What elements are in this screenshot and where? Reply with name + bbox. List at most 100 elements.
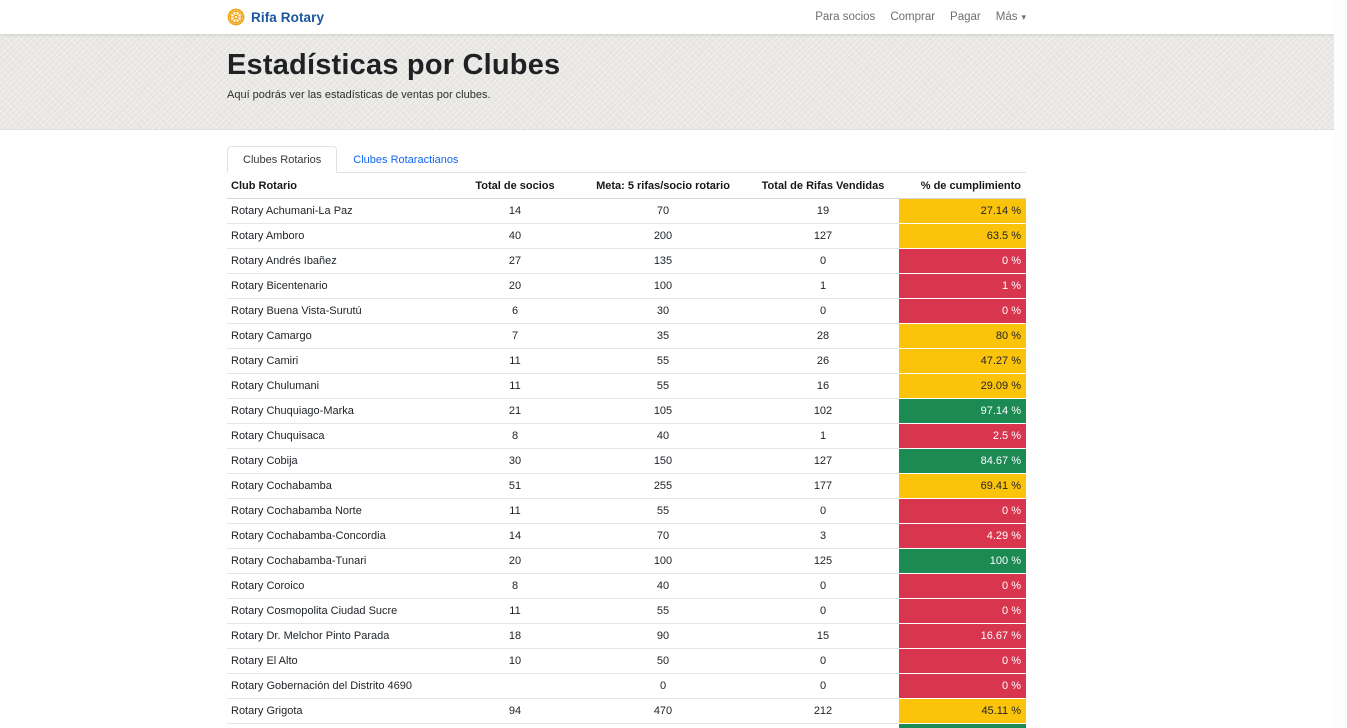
meta-cell: 30 [579,298,747,324]
compliance-cell: 0 % [899,298,1026,324]
meta-cell: 70 [579,198,747,224]
page-header: Estadísticas por Clubes Aquí podrás ver … [0,34,1347,130]
nav-link-mas-dropdown[interactable]: Más ▾ [996,11,1026,23]
meta-cell: 55 [579,498,747,524]
meta-cell: 105 [579,398,747,424]
club-name-cell: Rotary Amboro [227,223,451,249]
table-row: Rotary Cosmopolita Ciudad Sucre 11 55 0 … [227,598,1026,624]
table-row: Rotary Cochabamba-Tunari 20 100 125 100 … [227,548,1026,574]
compliance-cell: 69.41 % [899,473,1026,499]
club-name-cell: Rotary Cochabamba-Tunari [227,548,451,574]
nav-link-para-socios[interactable]: Para socios [815,11,875,23]
vendidas-cell: 3 [747,523,899,549]
navbar-container: Rifa Rotary Para socios Comprar Pagar Má… [227,0,1026,34]
compliance-cell: 2.5 % [899,423,1026,449]
vendidas-cell: 28 [747,323,899,349]
navbar-menu: Para socios Comprar Pagar Más ▾ [815,11,1026,23]
meta-cell: 70 [579,523,747,549]
tab-bar: Clubes Rotarios Clubes Rotaractianos [227,146,1026,173]
meta-cell: 470 [579,698,747,724]
meta-cell: 200 [579,223,747,249]
socios-cell: 30 [451,448,579,474]
column-header-meta: Meta: 5 rifas/socio rotario [579,173,747,199]
nav-link-comprar[interactable]: Comprar [890,11,935,23]
club-name-cell: Rotary Chulumani [227,373,451,399]
socios-cell: 51 [451,473,579,499]
vendidas-cell: 26 [747,348,899,374]
socios-cell: 11 [451,498,579,524]
socios-cell: 11 [451,373,579,399]
brand-link[interactable]: Rifa Rotary [227,8,324,26]
socios-cell: 7 [451,323,579,349]
vendidas-cell: 0 [747,573,899,599]
table-row: Rotary Bicentenario 20 100 1 1 % [227,273,1026,299]
club-name-cell: Rotary Camiri [227,348,451,374]
vendidas-cell: 1 [747,423,899,449]
compliance-cell: 0 % [899,248,1026,274]
vendidas-cell: 0 [747,598,899,624]
page-header-container: Estadísticas por Clubes Aquí podrás ver … [227,49,1026,101]
club-name-cell: Rotary Gobernación del Distrito 4690 [227,673,451,699]
vendidas-cell: 0 [747,248,899,274]
vendidas-cell: 127 [747,448,899,474]
meta-cell: 150 [579,448,747,474]
vendidas-cell: 127 [747,223,899,249]
vendidas-cell: 19 [747,198,899,224]
table-row: Rotary Dr. Melchor Pinto Parada 18 90 15… [227,623,1026,649]
socios-cell: 8 [451,423,579,449]
compliance-cell: 0 % [899,573,1026,599]
page-title: Estadísticas por Clubes [227,49,561,81]
nav-link-label: Para socios [815,11,876,23]
socios-cell: 94 [451,698,579,724]
club-name-cell: Rotary Cochabamba Norte [227,498,451,524]
tab-clubes-rotarios[interactable]: Clubes Rotarios [227,146,338,173]
meta-cell: 135 [579,248,747,274]
compliance-cell: 45.11 % [899,698,1026,724]
column-header-socios: Total de socios [451,173,579,199]
column-header-vendidas: Total de Rifas Vendidas [747,173,899,199]
compliance-cell: 1 % [899,273,1026,299]
table-header: Club Rotario Total de socios Meta: 5 rif… [227,173,1026,199]
compliance-cell: 47.27 % [899,348,1026,374]
club-name-cell [227,723,451,728]
table-row: Rotary Chuquiago-Marka 21 105 102 97.14 … [227,398,1026,424]
compliance-cell [899,723,1026,728]
table-row: Rotary Chulumani 11 55 16 29.09 % [227,373,1026,399]
meta-cell: 55 [579,373,747,399]
meta-cell [579,723,747,728]
main-content: Clubes Rotarios Clubes Rotaractianos Clu… [227,130,1026,728]
vendidas-cell: 0 [747,298,899,324]
table-row: Rotary Buena Vista-Surutú 6 30 0 0 % [227,298,1026,324]
meta-cell: 0 [579,673,747,699]
compliance-cell: 0 % [899,673,1026,699]
socios-cell [451,673,579,699]
nav-link-label: Pagar [950,11,981,23]
club-name-cell: Rotary Cochabamba-Concordia [227,523,451,549]
table-row: Rotary Cochabamba 51 255 177 69.41 % [227,473,1026,499]
socios-cell: 11 [451,598,579,624]
nav-link-pagar[interactable]: Pagar [950,11,981,23]
table-row: Rotary Cochabamba-Concordia 14 70 3 4.29… [227,523,1026,549]
socios-cell: 8 [451,573,579,599]
meta-cell: 255 [579,473,747,499]
socios-cell: 20 [451,273,579,299]
club-name-cell: Rotary Buena Vista-Surutú [227,298,451,324]
vendidas-cell: 102 [747,398,899,424]
table-row: Rotary Amboro 40 200 127 63.5 % [227,223,1026,249]
table-row: Rotary Camiri 11 55 26 47.27 % [227,348,1026,374]
socios-cell: 40 [451,223,579,249]
meta-cell: 55 [579,598,747,624]
scrollbar[interactable] [1334,0,1347,728]
socios-cell: 6 [451,298,579,324]
vendidas-cell: 0 [747,498,899,524]
tab-clubes-rotaractianos[interactable]: Clubes Rotaractianos [353,154,459,166]
club-name-cell: Rotary Chuquisaca [227,423,451,449]
socios-cell: 11 [451,348,579,374]
meta-cell: 40 [579,423,747,449]
club-name-cell: Rotary Camargo [227,323,451,349]
meta-cell: 40 [579,573,747,599]
club-name-cell: Rotary Bicentenario [227,273,451,299]
table-row: Rotary Chuquisaca 8 40 1 2.5 % [227,423,1026,449]
meta-cell: 100 [579,273,747,299]
